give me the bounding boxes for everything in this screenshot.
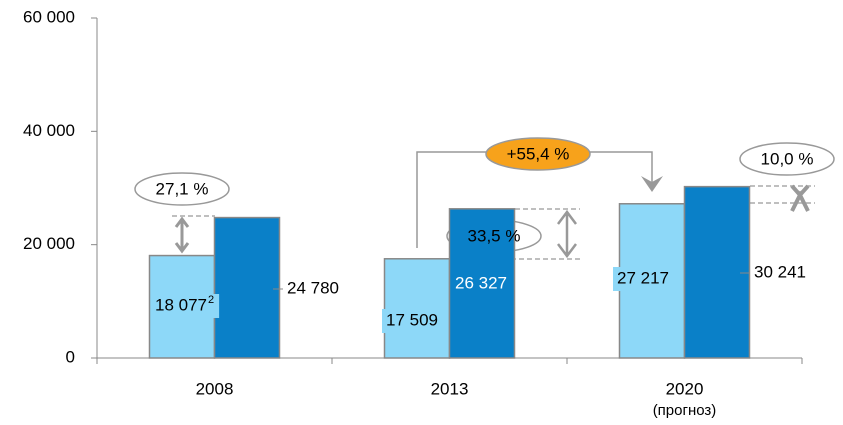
annotation: 27,1 % xyxy=(156,179,209,198)
data-label-box xyxy=(151,294,220,318)
data-label-box xyxy=(382,309,442,333)
annotation: +55,4 % xyxy=(507,144,570,163)
growth-arrowhead xyxy=(641,176,663,192)
annotation: 10,0 % xyxy=(761,149,814,168)
data-label: 24 780 xyxy=(287,278,339,297)
x-tick-label: 2020 xyxy=(666,379,704,398)
annotation: 33,5 % xyxy=(468,226,521,245)
x-tick-label: 2008 xyxy=(196,379,234,398)
bar xyxy=(383,258,451,359)
data-label-box xyxy=(613,267,673,291)
y-tick-label: 0 xyxy=(66,347,75,366)
data-label: 30 241 xyxy=(754,262,806,281)
x-tick-label: 2013 xyxy=(431,379,469,398)
diff-arrow xyxy=(174,216,190,254)
data-label-box xyxy=(451,272,511,296)
data-label: 17 509 xyxy=(386,310,438,329)
y-tick-label: 60 000 xyxy=(23,7,75,26)
footnote-mark: 2 xyxy=(208,294,214,306)
x-tick-note: (прогноз) xyxy=(653,402,717,419)
bar xyxy=(683,185,751,359)
data-label: 26 327 xyxy=(455,273,507,292)
y-tick-label: 20 000 xyxy=(23,234,75,253)
bar xyxy=(213,216,281,359)
annotation-bubble xyxy=(134,172,230,206)
diff-arrow xyxy=(790,184,810,212)
diff-arrow xyxy=(557,209,577,259)
annotation-bubble xyxy=(739,142,835,176)
data-label: 27 217 xyxy=(617,268,669,287)
y-tick-label: 40 000 xyxy=(23,121,75,140)
data-label: 18 077 xyxy=(155,295,207,314)
annotation-bubble xyxy=(485,137,591,171)
